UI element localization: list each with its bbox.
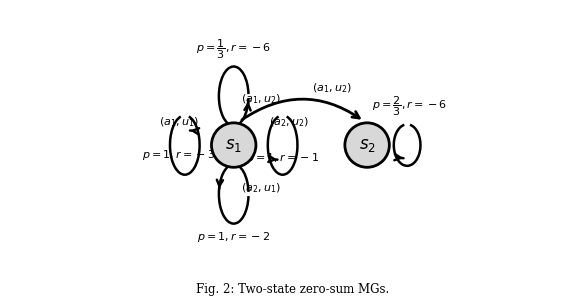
Text: $(a_1,u_2)$: $(a_1,u_2)$ [312,81,352,95]
Circle shape [345,123,389,167]
Text: $p=1,r=-3$: $p=1,r=-3$ [142,148,216,162]
Text: $(a_2,u_1)$: $(a_2,u_1)$ [241,181,281,195]
Text: $s_1$: $s_1$ [225,137,242,154]
Text: $p=1,r=-2$: $p=1,r=-2$ [197,230,270,243]
Text: $(a_2,u_2)$: $(a_2,u_2)$ [268,115,308,129]
Text: $(a_1,u_1)$: $(a_1,u_1)$ [159,115,199,129]
Text: $p=1,r=-1$: $p=1,r=-1$ [246,151,319,165]
Text: Fig. 2: Two-state zero-sum MGs.: Fig. 2: Two-state zero-sum MGs. [196,283,390,296]
Text: $(a_1,u_2)$: $(a_1,u_2)$ [241,92,281,106]
Text: $p=\dfrac{2}{3},r=-6$: $p=\dfrac{2}{3},r=-6$ [372,95,447,118]
Text: $p=\dfrac{1}{3},r=-6$: $p=\dfrac{1}{3},r=-6$ [196,37,271,61]
Text: $s_2$: $s_2$ [359,137,376,154]
Circle shape [212,123,256,167]
